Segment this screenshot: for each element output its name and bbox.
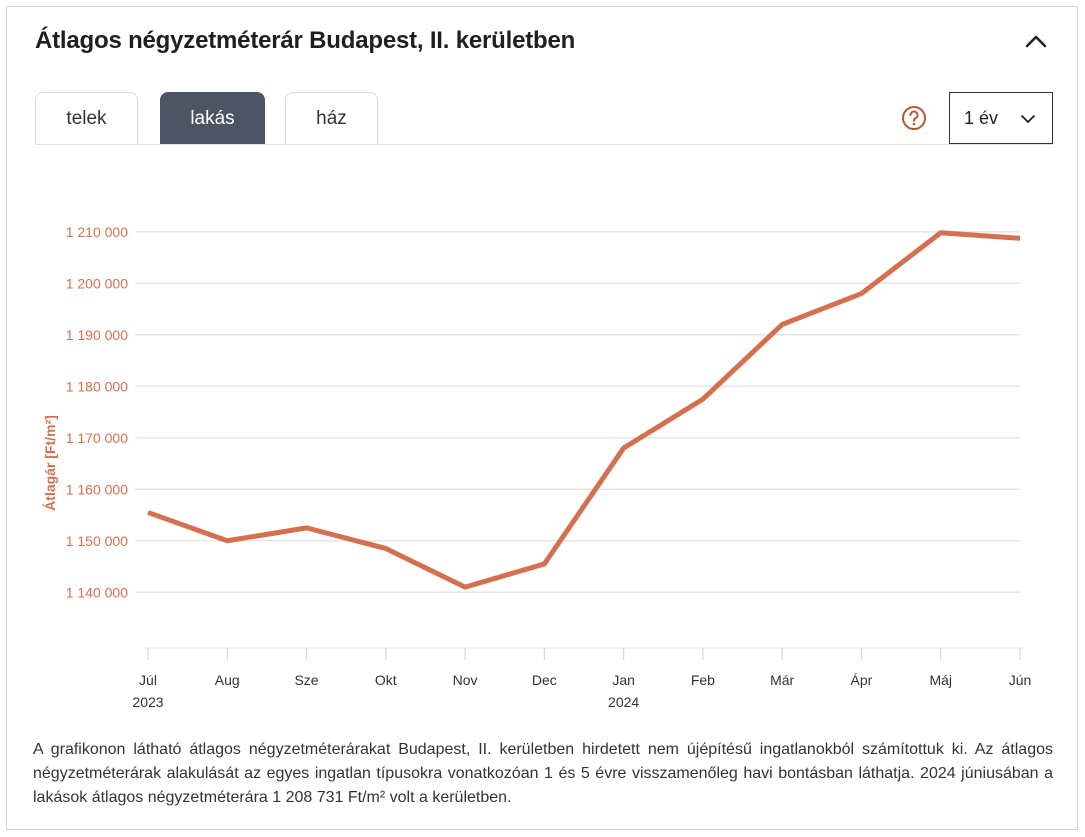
y-tick-label: 1 140 000	[66, 584, 128, 600]
period-select-value: 1 év	[964, 108, 999, 128]
x-tick-label: Júl	[139, 672, 157, 688]
grid-lines	[135, 231, 1022, 649]
price-line-chart: 1 140 000 1 150 000 1 160 000 1 170 000 1 18…	[42, 224, 1031, 710]
tab-telek[interactable]: telek	[35, 92, 138, 144]
price-panel: Átlagos négyzetméterár Budapest, II. ker…	[6, 6, 1078, 830]
tab-haz[interactable]: ház	[285, 92, 378, 144]
y-tick-label: 1 210 000	[66, 224, 128, 240]
x-tick-label: Nov	[453, 672, 478, 688]
y-tick-label: 1 170 000	[66, 430, 128, 446]
x-tick-label: Jún	[1009, 672, 1032, 688]
period-select[interactable]: 1 év	[949, 92, 1053, 144]
y-tick-label: 1 190 000	[66, 327, 128, 343]
tabs-divider	[35, 144, 1053, 145]
x-year-label: 2024	[608, 694, 639, 710]
collapse-chevron-up-icon[interactable]	[1023, 29, 1049, 55]
series-line-lakas	[147, 230, 1021, 590]
property-type-tabs: telek lakás ház	[35, 92, 1053, 144]
chevron-down-icon	[1020, 111, 1036, 127]
x-tick-label: Dec	[532, 672, 557, 688]
y-tick-label: 1 150 000	[66, 533, 128, 549]
y-tick-label: 1 180 000	[66, 378, 128, 394]
x-tick-label: Aug	[215, 672, 240, 688]
x-tick-label: Ápr	[851, 672, 873, 688]
tab-lakas[interactable]: lakás	[160, 92, 265, 144]
x-tick-label: Már	[770, 672, 794, 688]
series-layer	[147, 230, 1021, 590]
x-tick-labels: Júl Aug Sze Okt Nov Dec Jan Feb Már Ápr Máj Jún 2023…	[132, 648, 1031, 710]
y-tick-labels: 1 140 000 1 150 000 1 160 000 1 170 000 1 18…	[66, 224, 128, 601]
x-tick-label: Máj	[929, 672, 952, 688]
help-question-icon[interactable]	[901, 105, 927, 131]
y-tick-label: 1 160 000	[66, 481, 128, 497]
x-tick-label: Jan	[612, 672, 635, 688]
y-axis-label: Átlagár [Ft/m²]	[42, 415, 58, 511]
x-tick-label: Sze	[294, 672, 318, 688]
x-tick-label: Okt	[375, 672, 397, 688]
chart-description: A grafikonon látható átlagos négyzetméte…	[33, 741, 1053, 806]
x-year-label: 2023	[132, 694, 163, 710]
x-tick-label: Feb	[691, 672, 715, 688]
y-tick-label: 1 200 000	[66, 275, 128, 291]
panel-title: Átlagos négyzetméterár Budapest, II. ker…	[35, 27, 576, 54]
